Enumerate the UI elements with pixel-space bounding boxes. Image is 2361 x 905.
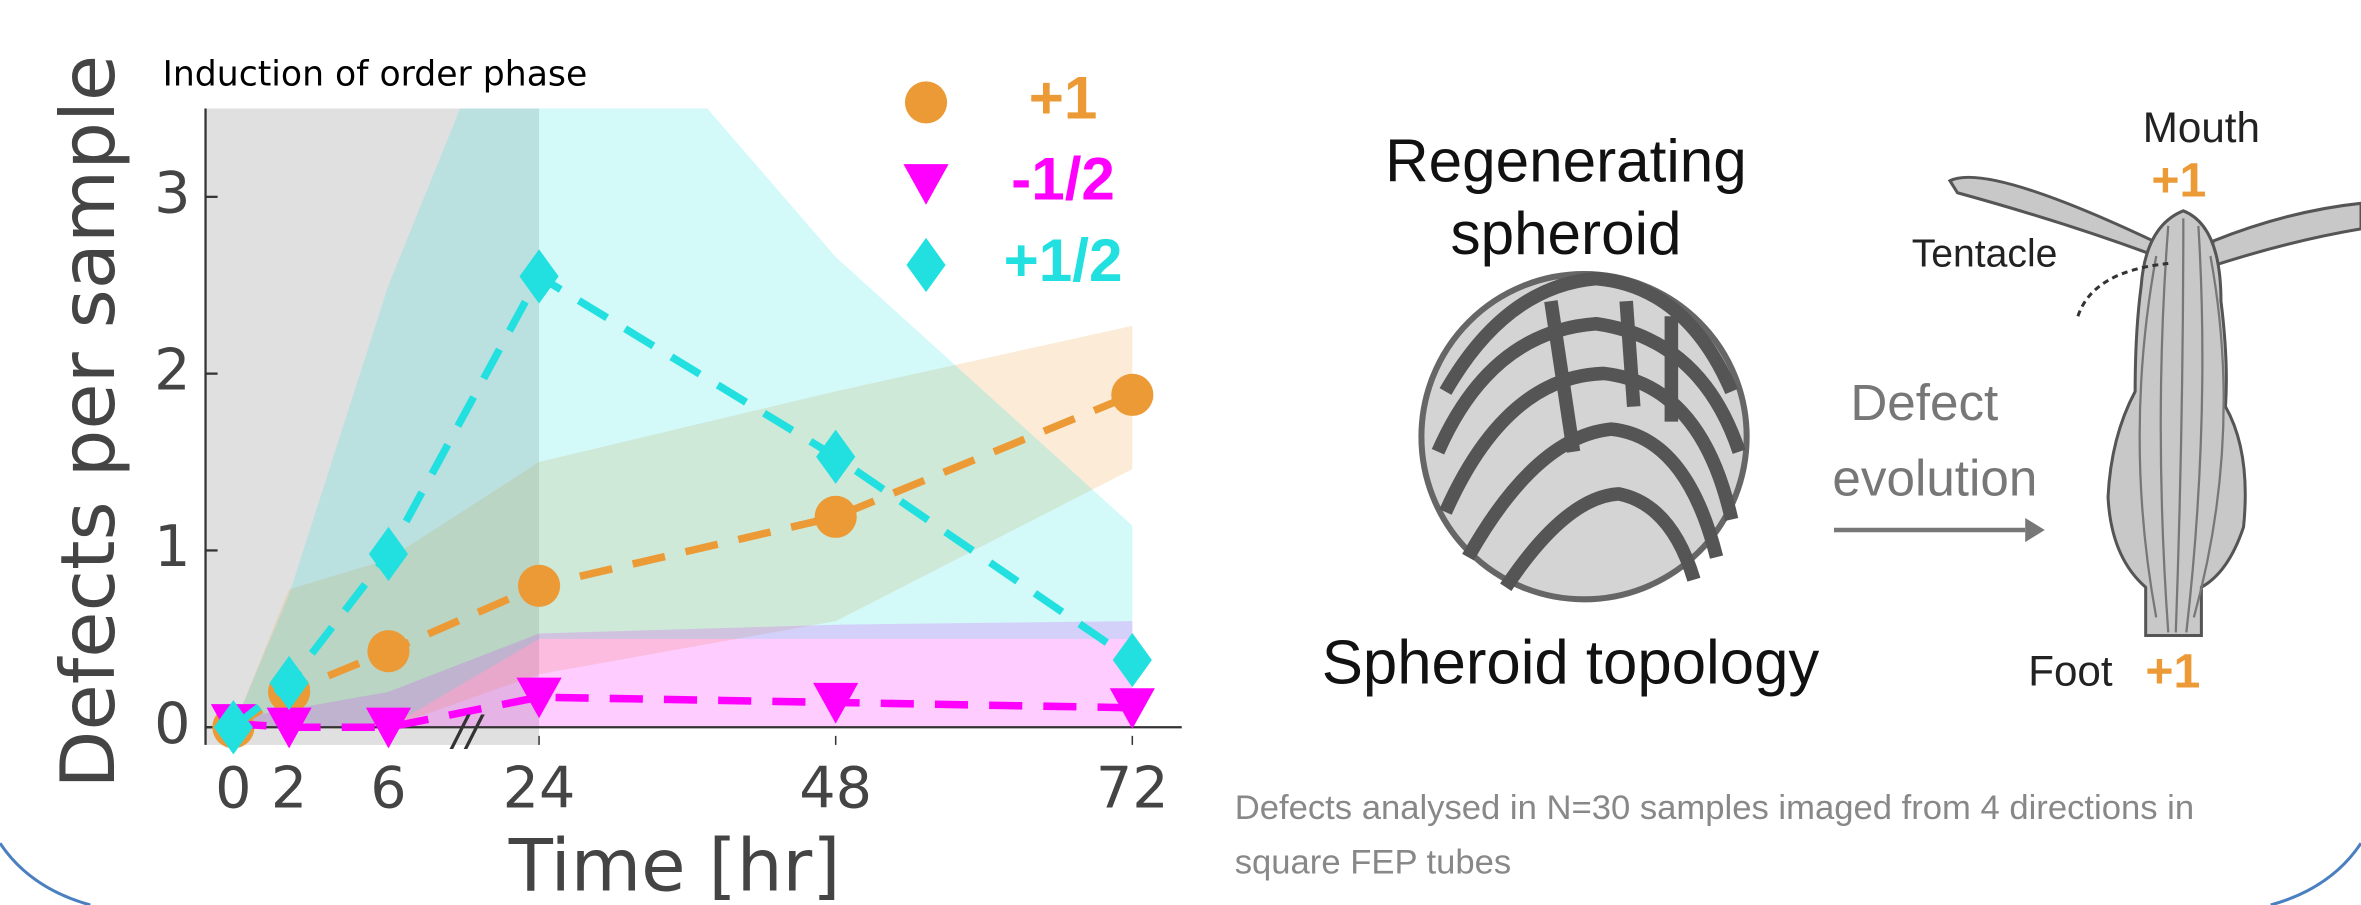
foot-label: Foot <box>2028 648 2113 695</box>
x-axis-label: Time [hr] <box>508 824 841 905</box>
y-tick-label: 3 <box>154 160 190 226</box>
y-tick-label: 0 <box>154 691 190 757</box>
y-axis-label: Defects per sample <box>44 55 132 789</box>
y-tick-label: 1 <box>154 514 190 580</box>
axis-break: // <box>449 706 485 755</box>
topology-label: Spheroid topology <box>1322 628 1820 697</box>
marker <box>518 565 560 607</box>
legend-label: +1 <box>1029 63 1098 131</box>
corner-decoration <box>2271 843 2361 905</box>
diagram-title: Regenerating <box>1385 127 1747 195</box>
legend-marker <box>903 164 948 205</box>
diagram-title: spheroid <box>1450 199 1681 267</box>
diagram: Regenerating spheroid Spheroid topology … <box>1322 104 2361 698</box>
caption: Defects analysed in N=30 samples imaged … <box>1235 789 2194 827</box>
x-tick-label: 0 <box>215 756 251 822</box>
foot-charge: +1 <box>2145 644 2200 698</box>
corner-decoration <box>0 843 90 905</box>
marker <box>1111 374 1153 416</box>
arrow-label: evolution <box>1832 449 2037 506</box>
mouth-charge: +1 <box>2151 153 2206 207</box>
caption: square FEP tubes <box>1235 843 1512 881</box>
legend-label: +1/2 <box>1004 226 1123 294</box>
spheroid <box>1421 274 1746 599</box>
legend-marker <box>906 238 945 292</box>
y-tick-label: 2 <box>154 337 190 403</box>
mouth-label: Mouth <box>2143 104 2260 151</box>
slide: 0123026244872 +1-1/2+1/2 Induction of or… <box>0 0 2361 905</box>
marker <box>815 496 857 538</box>
x-tick-label: 24 <box>503 756 576 822</box>
arrow-head <box>2025 518 2045 542</box>
legend-label: -1/2 <box>1011 145 1115 213</box>
arrow-label: Defect <box>1850 374 1998 431</box>
x-tick-label: 6 <box>370 756 406 822</box>
x-tick-label: 2 <box>271 756 307 822</box>
x-tick-label: 72 <box>1096 756 1169 822</box>
legend-marker <box>905 81 947 123</box>
tentacle-label: Tentacle <box>1912 232 2058 275</box>
marker <box>367 630 409 672</box>
phase-label: Induction of order phase <box>163 54 588 94</box>
x-tick-label: 48 <box>799 756 872 822</box>
